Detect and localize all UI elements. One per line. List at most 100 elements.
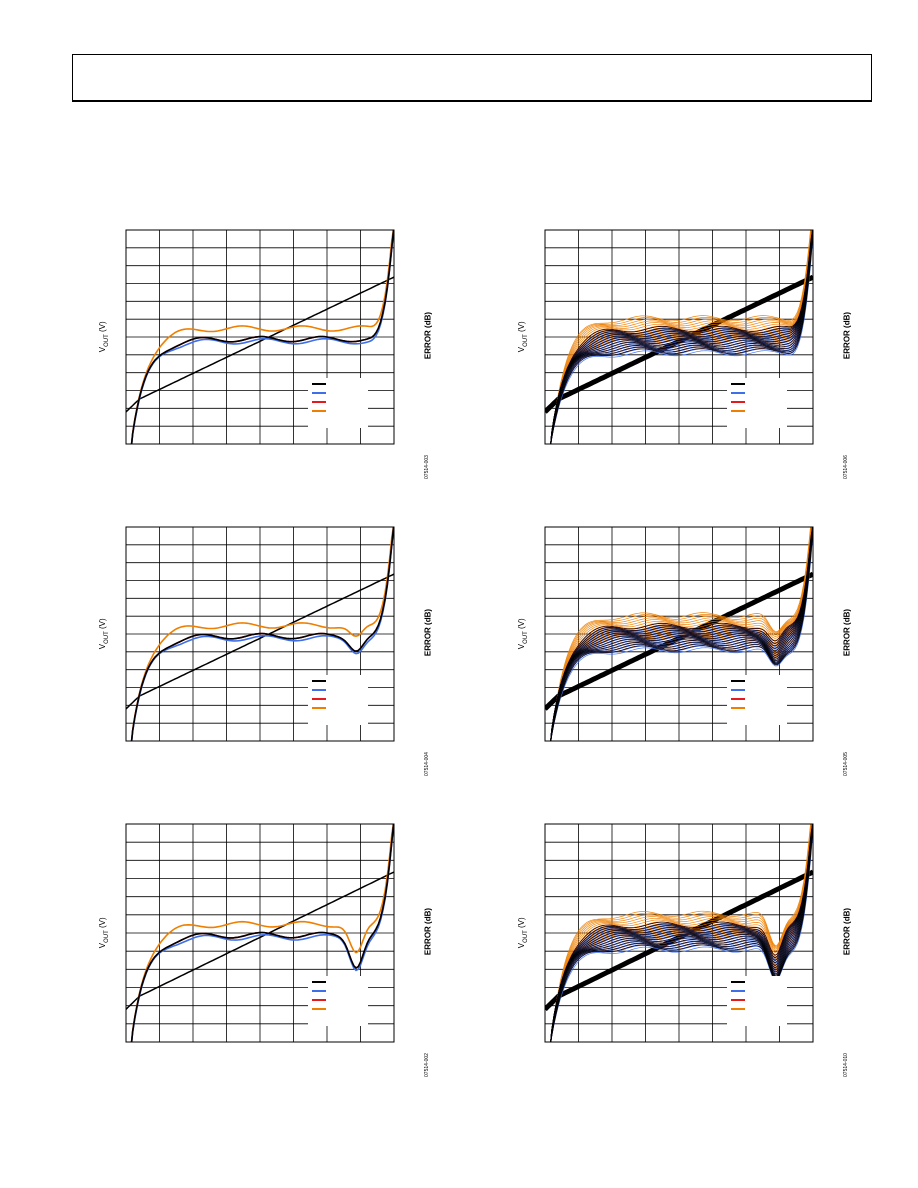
series-line-000000 (550, 824, 813, 1042)
series-line-000000 (550, 231, 813, 444)
series-line-000000 (550, 527, 813, 741)
plot-area (544, 526, 814, 742)
series-line-000000 (550, 527, 813, 741)
series-line-000000 (550, 527, 813, 741)
y-axis-label-main: V (98, 346, 108, 353)
series-line-ee7f00 (550, 230, 813, 444)
series-line-000000 (550, 527, 813, 741)
series-line-000000 (550, 824, 813, 1042)
y-axis-label-sub: OUT (103, 334, 110, 347)
legend (727, 976, 787, 1026)
series-line-000000 (550, 824, 813, 1042)
series-line-000000 (550, 230, 813, 444)
series-line-ee7f00 (550, 230, 813, 444)
plot-frame (544, 229, 814, 445)
series-line-000000 (550, 230, 813, 444)
series-line-000000 (550, 230, 813, 444)
right-axis-label: ERROR (dB) (423, 608, 433, 657)
series-line-ee7f00 (130, 527, 394, 741)
y-axis-label: VOUT (V) (98, 307, 110, 367)
plot-frame (125, 823, 395, 1043)
series-line-ee7f00 (550, 527, 812, 741)
series-line-ee7f00 (550, 527, 811, 741)
y-axis-label-sub: OUT (103, 930, 110, 943)
series-line-ee7f00 (550, 824, 813, 1042)
legend (727, 378, 787, 428)
y-axis-label-sub: OUT (103, 631, 110, 644)
series-line-000000 (550, 230, 813, 444)
right-axis-label: ERROR (dB) (423, 311, 433, 360)
series-group (545, 527, 813, 741)
series-group (126, 527, 394, 741)
y-axis-label: VOUT (V) (98, 604, 110, 664)
plot-area (544, 823, 814, 1043)
series-line-000000 (550, 527, 813, 741)
y-axis-label-main: V (517, 346, 527, 353)
y-axis-label-unit: (V) (517, 618, 527, 632)
figure-id: 07514-004 (424, 752, 430, 776)
y-axis-label: VOUT (V) (98, 903, 110, 963)
series-line-ideal (126, 276, 394, 413)
series-line-000000 (550, 527, 813, 741)
y-axis-label-unit: (V) (517, 917, 527, 931)
y-axis-label-sub: OUT (522, 631, 529, 644)
figure-id: 07514-010 (843, 1053, 849, 1077)
y-axis-label: VOUT (V) (517, 604, 529, 664)
series-group (545, 230, 813, 444)
series-line-ideal (126, 573, 394, 710)
plot-area (125, 823, 395, 1043)
series-line-000000 (130, 824, 394, 1042)
series-line-000000 (550, 230, 813, 444)
series-line-3f6fe8 (130, 230, 394, 444)
y-axis-label-sub: OUT (522, 930, 529, 943)
y-axis-label-main: V (98, 942, 108, 949)
series-line-000000 (550, 230, 813, 444)
figure-id: 07514-005 (843, 752, 849, 776)
series-line-ee7f00 (550, 527, 813, 741)
series-line-000000 (550, 528, 813, 741)
series-line-000000 (550, 824, 813, 1042)
plot-area (125, 229, 395, 445)
series-line-000000 (550, 824, 813, 1042)
y-axis-label-unit: (V) (98, 618, 108, 632)
plot-area (125, 526, 395, 742)
plot-frame (125, 526, 395, 742)
series-line-ee7f00 (130, 230, 394, 444)
series-group (126, 824, 394, 1042)
right-axis-label: ERROR (dB) (423, 907, 433, 956)
right-axis-label: ERROR (dB) (842, 608, 852, 657)
series-line-000000 (550, 527, 813, 741)
y-axis-label-main: V (98, 643, 108, 650)
series-line-000000 (550, 527, 813, 741)
y-axis-label: VOUT (V) (517, 903, 529, 963)
series-line-ee7f00 (130, 824, 394, 1042)
series-line-000000 (550, 824, 813, 1042)
series-line-000000 (550, 230, 813, 444)
series-line-ee7f00 (550, 230, 812, 444)
series-line-ideal (126, 871, 394, 1010)
series-group (126, 230, 394, 444)
series-line-3f6fe8 (550, 234, 813, 444)
series-line-000000 (130, 230, 394, 444)
series-line-3f6fe8 (130, 527, 394, 741)
plot-area (544, 229, 814, 445)
right-axis-label: ERROR (dB) (842, 311, 852, 360)
figure-id: 07514-006 (843, 455, 849, 479)
series-line-ee7f00 (550, 230, 813, 444)
series-line-3f6fe8 (550, 230, 813, 444)
plot-frame (544, 526, 814, 742)
chart-panel-bottom-left: VOUT (V) ERROR (dB) 07514-002 (98, 823, 433, 1077)
y-axis-label-unit: (V) (98, 917, 108, 931)
figure-id: 07514-002 (424, 1053, 430, 1077)
series-line-000000 (550, 230, 813, 444)
y-axis-label-unit: (V) (517, 321, 527, 335)
y-axis-label-main: V (517, 942, 527, 949)
series-line-000000 (550, 230, 813, 444)
series-line-000000 (550, 230, 813, 444)
series-line-ee7f00 (550, 527, 813, 741)
series-group (545, 824, 813, 1042)
series-line-ee7f00 (550, 230, 813, 444)
y-axis-label: VOUT (V) (517, 307, 529, 367)
series-line-000000 (550, 824, 813, 1042)
series-line-000000 (550, 527, 813, 741)
